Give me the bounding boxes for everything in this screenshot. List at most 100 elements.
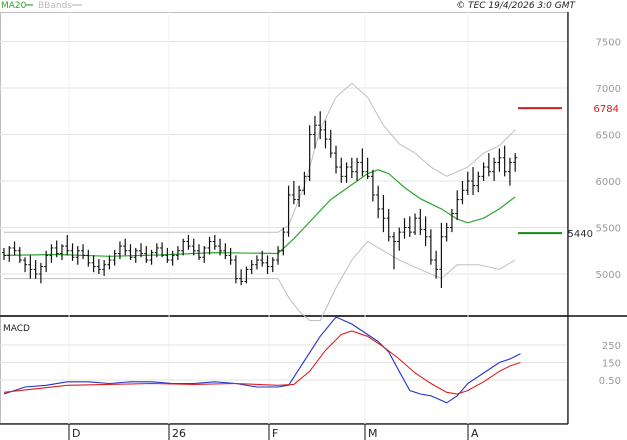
bband-lower-line	[4, 240, 516, 321]
macd-axis-ticks: 250 150 0.50	[599, 341, 621, 387]
ohlc-bar	[91, 255, 96, 273]
legend-ma20: MA20	[1, 1, 27, 11]
ohlc-bar	[49, 244, 54, 263]
price-tick-label: 5500	[596, 224, 621, 235]
ohlc-bar	[471, 167, 476, 195]
date-tick-label: D	[72, 427, 80, 440]
macd-tick-label: 150	[602, 359, 621, 370]
ohlc-bar	[218, 238, 223, 256]
ohlc-bar	[344, 162, 349, 183]
ohlc-bar	[102, 260, 107, 276]
ohlc-bar	[223, 243, 228, 260]
ohlc-bar	[418, 208, 423, 235]
level-label: 5440	[568, 229, 593, 240]
ohlc-bar	[23, 257, 28, 273]
ohlc-bar	[434, 250, 439, 279]
price-gridlines	[0, 12, 567, 424]
ohlc-bar	[249, 260, 254, 274]
copyright-timestamp: © TEC 19/4/2026 3:0 GMT	[456, 1, 576, 11]
ohlc-bar	[413, 213, 418, 235]
ohlc-bar	[2, 247, 6, 261]
ohlc-bar	[444, 222, 449, 242]
ohlc-bar	[228, 247, 233, 265]
ohlc-bar	[334, 145, 339, 174]
ohlc-bar	[170, 250, 175, 266]
price-tick-label: 5000	[596, 270, 621, 281]
macd-signal-line	[3, 330, 521, 395]
ohlc-bar	[154, 243, 159, 258]
date-tick-label: 26	[172, 427, 186, 440]
ohlc-bar	[12, 241, 17, 256]
ohlc-bar	[318, 111, 323, 140]
ohlc-bar	[260, 250, 265, 267]
ohlc-bar	[117, 241, 122, 260]
ohlc-bar	[133, 247, 138, 263]
ohlc-bar	[233, 255, 238, 284]
ohlc-bar	[476, 171, 481, 193]
ohlc-bar	[513, 153, 518, 172]
ohlc-bar	[244, 266, 249, 284]
ohlc-bar	[481, 162, 486, 181]
ohlc-bar	[186, 234, 191, 250]
ohlc-bar	[423, 216, 428, 247]
ohlc-bar	[202, 246, 207, 263]
ohlc-bar	[265, 255, 270, 274]
ohlc-bar	[44, 250, 49, 273]
ohlc-bar	[391, 232, 396, 270]
price-tick-label: 6000	[596, 177, 621, 188]
ohlc-bar	[428, 229, 433, 265]
ohlc-bar	[449, 208, 454, 233]
ohlc-bar	[502, 145, 507, 177]
ohlc-bar	[239, 269, 244, 286]
macd-line	[3, 316, 521, 404]
ohlc-bar	[355, 157, 360, 181]
price-axis-ticks: 7500 7000 6500 6000 5500 5000	[596, 38, 621, 282]
level-label: 6784	[594, 104, 619, 115]
ohlc-bar	[360, 148, 365, 177]
date-axis-ticks: D 26 F M A	[68, 424, 479, 440]
ohlc-bar	[297, 185, 302, 208]
ohlc-bar	[407, 216, 412, 237]
ohlc-bar	[365, 157, 370, 180]
ohlc-bar	[96, 259, 101, 274]
ohlc-bar	[492, 157, 497, 181]
ohlc-bar	[497, 148, 502, 172]
ohlc-bar	[75, 246, 80, 265]
ohlc-bar	[59, 244, 64, 261]
price-tick-label: 6500	[596, 131, 621, 142]
ohlc-bar	[181, 238, 186, 256]
ohlc-bar	[149, 249, 154, 265]
ohlc-bar	[54, 240, 59, 258]
ohlc-bar	[139, 243, 144, 258]
ohlc-bar	[123, 238, 128, 256]
ohlc-bar	[465, 171, 470, 195]
date-tick-label: A	[471, 427, 479, 440]
ohlc-bar	[7, 246, 12, 262]
ohlc-bar	[455, 190, 460, 221]
legend-bbands: BBands	[38, 1, 72, 11]
ohlc-bar	[397, 227, 402, 251]
ohlc-bar	[507, 157, 512, 186]
ohlc-bar	[86, 249, 91, 267]
ohlc-bar	[191, 238, 196, 256]
ohlc-bar	[38, 262, 43, 284]
ohlc-bar	[17, 247, 22, 263]
ohlc-bar	[312, 115, 317, 149]
macd-tick-label: 250	[602, 341, 621, 352]
ohlc-bar	[212, 234, 217, 250]
ohlc-bar	[28, 255, 33, 279]
ohlc-bar	[112, 249, 117, 266]
ohlc-bar	[386, 208, 391, 242]
ohlc-bar	[460, 181, 465, 205]
ohlc-bar	[270, 257, 275, 273]
ohlc-bar	[307, 125, 312, 181]
ohlc-bar	[486, 153, 491, 177]
ohlc-bar	[323, 120, 328, 149]
ohlc-bar	[291, 181, 296, 205]
ohlc-bar	[128, 244, 133, 261]
ohlc-bar	[281, 227, 286, 256]
ohlc-bar	[207, 236, 212, 255]
ohlc-bar	[370, 169, 375, 202]
ohlc-bar	[196, 244, 201, 261]
